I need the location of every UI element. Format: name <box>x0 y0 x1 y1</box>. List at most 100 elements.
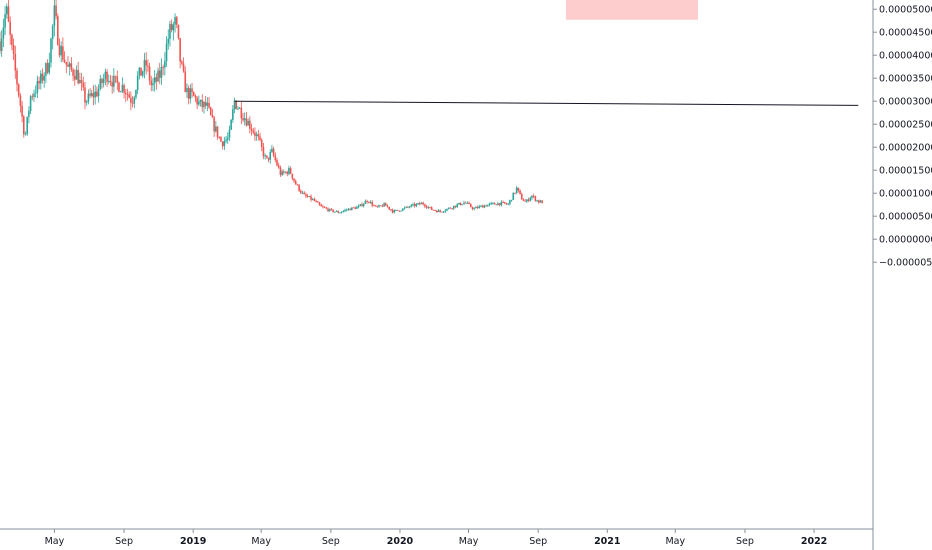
candle-body <box>400 210 402 212</box>
candle-body <box>517 187 520 191</box>
candle-body <box>128 94 130 98</box>
candle-body <box>386 205 389 207</box>
candle-body <box>215 126 217 132</box>
candle-body <box>286 171 289 174</box>
candle-body <box>131 102 134 104</box>
drawings-layer[interactable]: 0.5(0.00000844)0.618(0.00000780) <box>0 0 873 106</box>
candle-body <box>19 95 22 106</box>
candle-body <box>41 73 44 81</box>
candle-body <box>65 61 68 65</box>
candle-body <box>384 203 387 206</box>
time-tick-label: 2019 <box>180 536 206 547</box>
time-tick-label: May <box>665 536 685 547</box>
candle-body <box>254 132 256 136</box>
candle-body <box>242 118 244 121</box>
candle-body <box>473 208 475 210</box>
time-tick-label: Sep <box>529 536 547 547</box>
candle-body <box>0 41 1 51</box>
candle-body <box>50 38 52 63</box>
candle-body <box>157 70 159 82</box>
candle-body <box>272 148 275 156</box>
candle-body <box>22 116 25 135</box>
candle-body <box>209 107 212 115</box>
candle-body <box>189 88 192 99</box>
candle-body <box>75 69 78 80</box>
candle-body <box>427 207 430 208</box>
candle-body <box>94 91 96 98</box>
candle-body <box>330 208 333 210</box>
candle-body <box>250 128 253 131</box>
candle-body <box>376 206 379 208</box>
candle-body <box>121 85 124 92</box>
candle-body <box>502 201 504 203</box>
candle-body <box>135 89 137 98</box>
candle-body <box>418 203 421 205</box>
candle-body <box>323 207 326 208</box>
price-axis[interactable]: 0.00005000 0.00004500 0.00004000 0.00003500… <box>873 5 932 269</box>
candle-body <box>337 211 340 213</box>
time-tick-label: May <box>459 536 479 547</box>
candle-body <box>158 70 161 78</box>
candle-body <box>167 38 170 44</box>
candle-body <box>70 63 73 70</box>
candle-body <box>148 66 151 81</box>
candle-body <box>305 194 307 197</box>
candle-body <box>510 199 513 201</box>
long-position-loss-zone[interactable] <box>565 0 698 20</box>
candle-body <box>109 80 112 83</box>
candle-body <box>87 93 90 102</box>
candle-body <box>147 65 149 67</box>
candle-body <box>266 155 268 158</box>
candle-body <box>160 66 163 78</box>
candle-body <box>2 27 5 39</box>
candle-body <box>412 204 414 205</box>
candle-body <box>187 87 190 99</box>
candle-body <box>534 196 537 201</box>
time-tick-label: 2020 <box>387 536 414 547</box>
candle-body <box>351 207 353 211</box>
candle-body <box>325 207 328 209</box>
candle-body <box>249 120 251 129</box>
candle-body <box>51 25 54 39</box>
candle-body <box>218 137 221 138</box>
candle-body <box>257 134 260 137</box>
candle-body <box>145 60 147 66</box>
candle-body <box>345 209 348 211</box>
candle-body <box>420 202 423 205</box>
candle-body <box>233 100 236 110</box>
candle-body <box>9 21 11 35</box>
candle-body <box>498 203 501 206</box>
candle-body <box>16 70 18 85</box>
time-axis[interactable]: May Sep 2019 May Sep 2020 May Sep 2021 May Sep 2022 <box>45 529 828 547</box>
trendline[interactable] <box>234 100 859 106</box>
candle-body <box>150 80 153 86</box>
candle-body <box>38 80 40 84</box>
candle-body <box>430 207 433 210</box>
candle-body <box>182 63 185 72</box>
candle-body <box>79 79 81 84</box>
candle-body <box>17 84 20 96</box>
candle-body <box>203 101 205 107</box>
candle-body <box>322 206 324 208</box>
candle-body <box>515 187 518 194</box>
candle-body <box>439 210 441 212</box>
price-tick-label: 0.00003500 <box>879 74 932 85</box>
candle-body <box>447 207 450 209</box>
candle-body <box>53 5 56 26</box>
candle-body <box>527 199 530 201</box>
candle-body <box>72 69 74 77</box>
candle-body <box>289 168 292 174</box>
price-tick-label: 0.00001500 <box>879 166 932 177</box>
candle-body <box>503 202 506 204</box>
candle-body <box>153 77 156 84</box>
candle-body <box>301 192 304 194</box>
candle-body <box>194 95 197 98</box>
candle-body <box>435 210 438 213</box>
candle-body <box>524 200 526 202</box>
candle-body <box>119 91 122 93</box>
candle-body <box>328 208 331 211</box>
candle-body <box>344 209 346 211</box>
